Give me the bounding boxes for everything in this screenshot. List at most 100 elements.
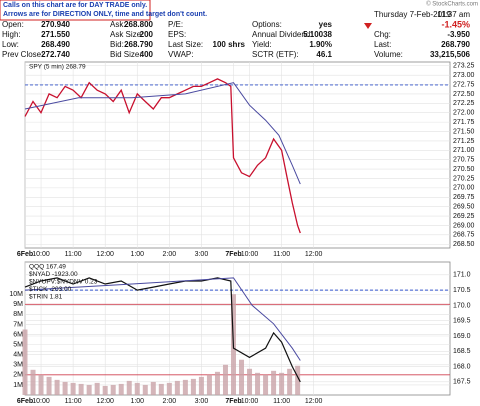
price-line bbox=[24, 82, 301, 185]
y-tick-label: 271.00 bbox=[453, 147, 475, 154]
legend-label: $NYUPV:$NYDNV 0.23 bbox=[29, 279, 98, 286]
copyright: © StockCharts.com bbox=[426, 1, 478, 8]
y-tick-label: 169.5 bbox=[453, 318, 471, 325]
notice-line: Arrows are for DIRECTION ONLY, time and … bbox=[3, 11, 207, 18]
volume-bar bbox=[158, 383, 164, 395]
legend-label: $TICK -203.00 bbox=[29, 286, 72, 293]
y-tick-label: 271.75 bbox=[453, 119, 475, 126]
y-tick-label: 170.0 bbox=[453, 302, 471, 309]
quote-label: Last: bbox=[374, 40, 391, 49]
quote-label: Prev Close: bbox=[2, 50, 43, 59]
y-tick-label: 272.50 bbox=[453, 91, 475, 98]
quote-value: 33,215,506 bbox=[430, 50, 471, 59]
volume-bar bbox=[263, 374, 269, 395]
volume-bar bbox=[239, 359, 245, 395]
x-tick-label: 10:00 bbox=[241, 398, 259, 405]
legend-label: QQQ 167.49 bbox=[29, 264, 66, 271]
volume-bar bbox=[222, 364, 228, 395]
y-tick-label: 4M bbox=[13, 352, 23, 359]
y-tick-label: 270.50 bbox=[453, 166, 475, 173]
y-tick-label: 168.0 bbox=[453, 363, 471, 370]
quote-value: 200 bbox=[140, 30, 154, 39]
quote-label: Ask Size: bbox=[110, 30, 143, 39]
volume-bar bbox=[271, 370, 277, 395]
y-tick-label: 269.50 bbox=[453, 204, 475, 211]
quote-label: Volume: bbox=[374, 50, 403, 59]
quote-label: Yield: bbox=[252, 40, 272, 49]
y-tick-label: 272.75 bbox=[453, 81, 475, 88]
volume-bar bbox=[142, 384, 148, 395]
x-tick-label: 2:00 bbox=[163, 251, 177, 258]
quote-label: Bid Size: bbox=[110, 50, 142, 59]
legend-label: $NYAD -1923.00 bbox=[29, 271, 78, 278]
volume-bar bbox=[247, 368, 253, 395]
quote-value: 268.800 bbox=[124, 20, 153, 29]
quote-label: Last Size: bbox=[168, 40, 203, 49]
quote-label: Options: bbox=[252, 20, 282, 29]
volume-bar bbox=[54, 379, 60, 395]
legend-label: $TRIN 1.81 bbox=[29, 294, 63, 301]
volume-bar bbox=[255, 372, 261, 395]
volume-bar bbox=[110, 384, 116, 395]
y-tick-label: 273.00 bbox=[453, 72, 475, 79]
y-tick-label: 170.5 bbox=[453, 287, 471, 294]
quote-value: 268.490 bbox=[41, 40, 70, 49]
y-tick-label: 169.0 bbox=[453, 333, 471, 340]
quote-label: Chg: bbox=[374, 30, 391, 39]
quote-value: 271.550 bbox=[41, 30, 70, 39]
quote-value: 100 shrs bbox=[213, 40, 246, 49]
quote-date: Thursday 7-Feb-2019 bbox=[374, 10, 451, 19]
y-tick-label: 273.25 bbox=[453, 63, 475, 70]
y-tick-label: 272.25 bbox=[453, 100, 475, 107]
y-tick-label: 9M bbox=[13, 301, 23, 308]
volume-bar bbox=[150, 381, 156, 395]
quote-label: Annual Dividend: bbox=[252, 30, 312, 39]
quote-value: 272.740 bbox=[41, 50, 70, 59]
y-tick-label: 269.75 bbox=[453, 194, 475, 201]
price-line bbox=[24, 78, 301, 234]
x-tick-label: 2:00 bbox=[163, 398, 177, 405]
y-tick-label: 270.25 bbox=[453, 175, 475, 182]
y-tick-label: 3M bbox=[13, 362, 23, 369]
y-tick-label: 269.00 bbox=[453, 222, 475, 229]
x-tick-label: 6Feb bbox=[17, 251, 33, 258]
x-tick-label: 12:00 bbox=[305, 398, 323, 405]
y-tick-label: 2M bbox=[13, 372, 23, 379]
x-tick-label: 12:00 bbox=[305, 251, 323, 258]
quote-value: -3.950 bbox=[447, 30, 470, 39]
volume-bar bbox=[22, 329, 28, 395]
x-tick-label: 1:00 bbox=[130, 398, 144, 405]
quote-label: VWAP: bbox=[168, 50, 193, 59]
quote-time: 11:37 am bbox=[437, 10, 470, 19]
quote-label: Low: bbox=[2, 40, 19, 49]
quote-label: P/E: bbox=[168, 20, 183, 29]
volume-bar bbox=[46, 376, 52, 395]
volume-bar bbox=[214, 371, 220, 395]
quote-value: 270.940 bbox=[41, 20, 70, 29]
x-tick-label: 11:00 bbox=[65, 398, 82, 405]
volume-bar bbox=[287, 368, 293, 395]
y-tick-label: 272.00 bbox=[453, 110, 475, 117]
y-tick-label: 168.5 bbox=[453, 348, 471, 355]
volume-bar bbox=[206, 374, 212, 395]
x-tick-label: 7Feb bbox=[225, 251, 241, 258]
volume-bar bbox=[70, 382, 76, 395]
volume-bar bbox=[38, 374, 44, 395]
volume-bar bbox=[182, 379, 188, 395]
volume-bar bbox=[134, 382, 140, 395]
quote-value: yes bbox=[319, 20, 333, 29]
x-tick-label: 11:00 bbox=[273, 398, 290, 405]
notice-box bbox=[0, 0, 151, 21]
y-tick-label: 1M bbox=[13, 382, 23, 389]
plot-area bbox=[24, 61, 451, 249]
quote-label: SCTR (ETF): bbox=[252, 50, 299, 59]
volume-bar bbox=[62, 381, 68, 395]
quote-label: EPS: bbox=[168, 30, 186, 39]
x-tick-label: 11:00 bbox=[273, 251, 290, 258]
y-tick-label: 5M bbox=[13, 341, 23, 348]
x-tick-label: 10:00 bbox=[241, 251, 259, 258]
down-arrow bbox=[364, 23, 372, 29]
volume-bar bbox=[118, 383, 124, 395]
x-tick-label: 7Feb bbox=[225, 398, 241, 405]
